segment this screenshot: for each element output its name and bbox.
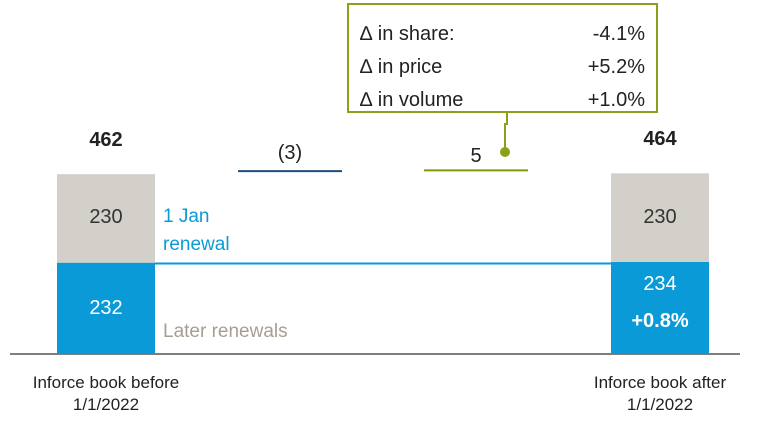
annotation-dot	[500, 147, 510, 157]
annotation-value: -4.1%	[592, 23, 645, 45]
total-label: 464	[643, 128, 677, 151]
total-label: 462	[89, 129, 123, 152]
annotation-connector	[504, 112, 508, 152]
legend-label: Later renewals	[163, 321, 288, 342]
annotation-box	[347, 3, 658, 113]
bar-segment	[57, 174, 155, 263]
annotation-value: +1.0%	[587, 89, 645, 111]
segment-label: 230	[89, 206, 123, 229]
annotation-label: ∆ in price	[360, 56, 443, 78]
legend-label: 1 Jan renewal	[163, 206, 230, 255]
delta-label: 5	[470, 145, 482, 168]
bar-segment	[611, 173, 709, 262]
annotation-label: ∆ in volume	[360, 89, 464, 111]
bar-segment	[57, 262, 155, 354]
segment-label: 234	[643, 272, 677, 295]
annotation-label: ∆ in share:	[360, 23, 455, 45]
x-tick-label: Inforce book after 1/1/2022	[593, 373, 727, 414]
segment-label: 230	[643, 205, 677, 228]
segment-label: 232	[89, 297, 123, 320]
x-tick-label: Inforce book before 1/1/2022	[32, 373, 180, 414]
delta-label: (3)	[277, 142, 303, 165]
bar-segment	[611, 261, 709, 354]
change-label: +0.8%	[631, 309, 689, 332]
annotation-value: +5.2%	[587, 56, 645, 78]
